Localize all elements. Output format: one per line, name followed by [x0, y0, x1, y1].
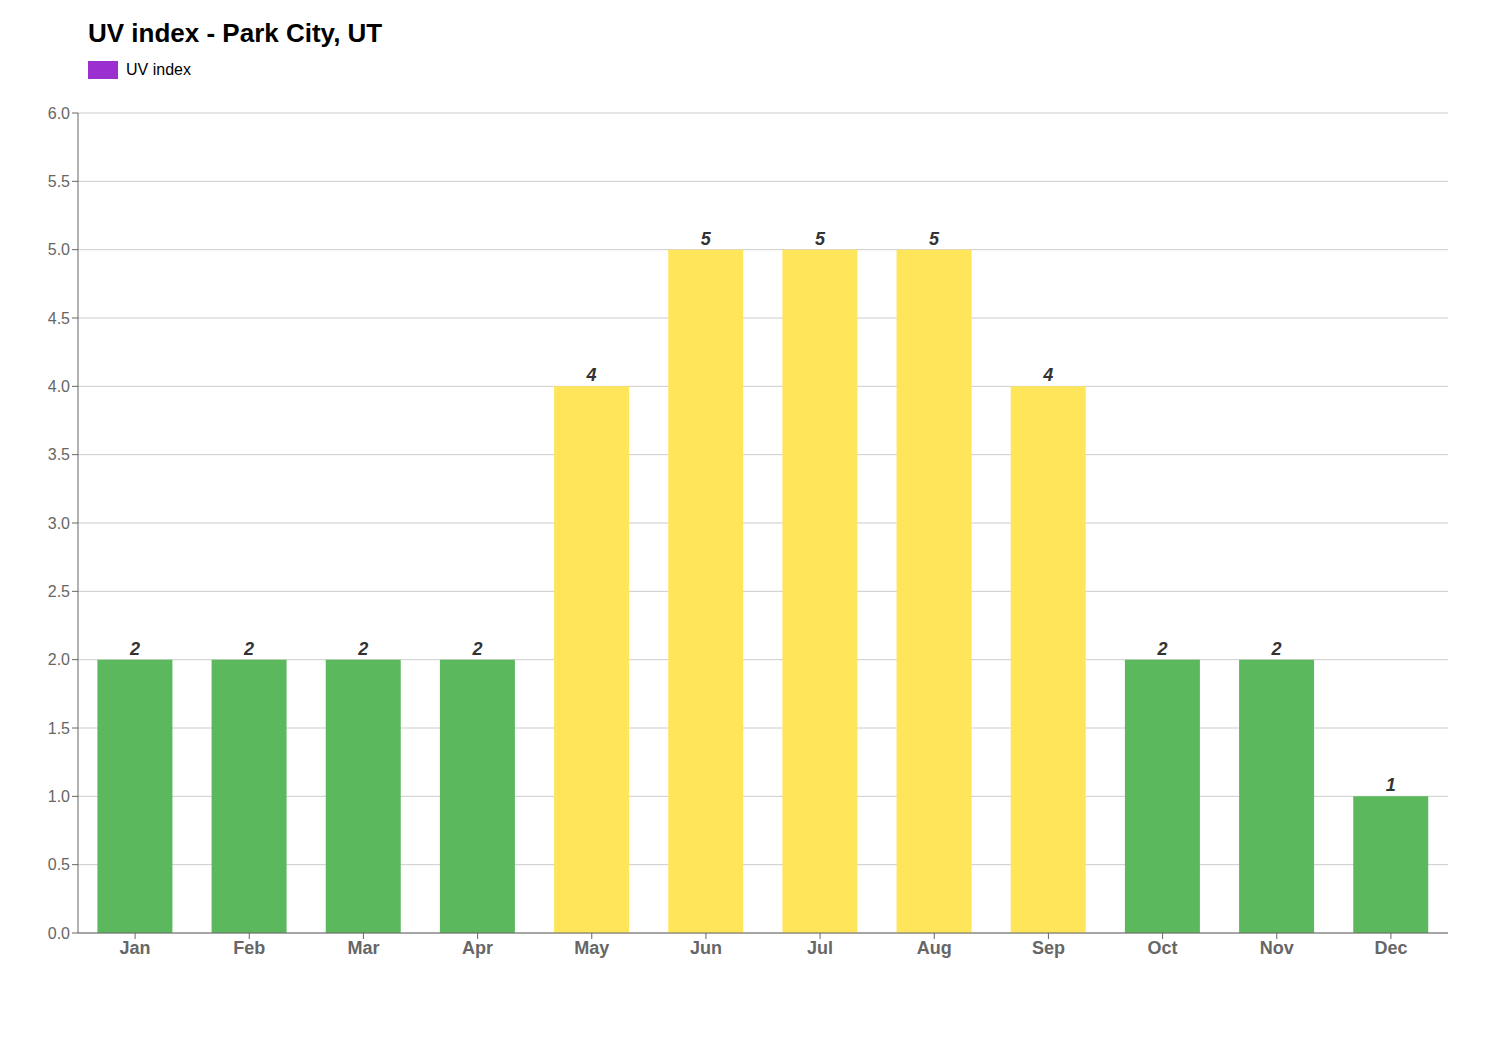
svg-text:Jan: Jan [120, 938, 151, 958]
svg-text:2: 2 [471, 639, 482, 659]
svg-text:Sep: Sep [1032, 938, 1065, 958]
svg-text:5.5: 5.5 [48, 173, 70, 190]
svg-text:3.5: 3.5 [48, 446, 70, 463]
svg-text:May: May [574, 938, 609, 958]
svg-text:4.0: 4.0 [48, 378, 70, 395]
svg-text:Dec: Dec [1374, 938, 1407, 958]
svg-text:Jul: Jul [807, 938, 833, 958]
svg-text:Mar: Mar [347, 938, 379, 958]
svg-text:Jun: Jun [690, 938, 722, 958]
html-text:UV index: UV index [126, 61, 191, 78]
svg-text:Nov: Nov [1260, 938, 1294, 958]
svg-text:1: 1 [1386, 775, 1396, 795]
html-text:UV index - Park City, UT: UV index - Park City, UT [88, 18, 383, 48]
svg-text:2: 2 [129, 639, 140, 659]
svg-text:1.0: 1.0 [48, 788, 70, 805]
svg-text:5: 5 [815, 229, 826, 249]
svg-text:Apr: Apr [462, 938, 493, 958]
svg-text:2: 2 [1156, 639, 1167, 659]
svg-text:3.0: 3.0 [48, 515, 70, 532]
svg-text:4: 4 [1042, 365, 1053, 385]
svg-text:Oct: Oct [1148, 938, 1178, 958]
svg-text:2: 2 [243, 639, 254, 659]
svg-text:Aug: Aug [917, 938, 952, 958]
svg-text:2: 2 [1271, 639, 1282, 659]
svg-text:2.0: 2.0 [48, 651, 70, 668]
svg-text:2: 2 [357, 639, 368, 659]
svg-text:5.0: 5.0 [48, 241, 70, 258]
svg-text:5: 5 [701, 229, 712, 249]
svg-text:6.0: 6.0 [48, 105, 70, 122]
svg-text:1.5: 1.5 [48, 720, 70, 737]
svg-text:5: 5 [929, 229, 940, 249]
svg-text:4.5: 4.5 [48, 310, 70, 327]
svg-text:2.5: 2.5 [48, 583, 70, 600]
svg-text:4: 4 [586, 365, 597, 385]
svg-text:Feb: Feb [233, 938, 265, 958]
svg-text:0.0: 0.0 [48, 925, 70, 942]
svg-text:0.5: 0.5 [48, 856, 70, 873]
